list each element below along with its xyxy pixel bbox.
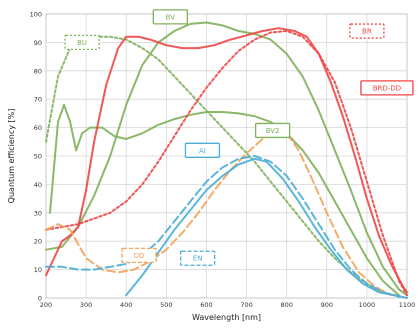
series-line-brd-dd bbox=[45, 27, 408, 294]
series-label-text: BV2 bbox=[266, 127, 280, 135]
x-tick-label: 1100 bbox=[399, 301, 416, 309]
y-tick-label: 60 bbox=[34, 124, 42, 132]
x-tick-label: 800 bbox=[280, 301, 292, 309]
series-label-text: BRD-DD bbox=[373, 84, 401, 92]
x-tick-label: 900 bbox=[321, 301, 333, 309]
y-tick-label: 90 bbox=[34, 39, 42, 47]
x-tick-label: 400 bbox=[120, 301, 132, 309]
x-tick-label: 300 bbox=[80, 301, 92, 309]
series-label-text: DD bbox=[134, 252, 145, 260]
series-label-text: BU bbox=[77, 39, 87, 47]
series-label-ai: AI bbox=[184, 142, 221, 158]
y-tick-label: 80 bbox=[34, 67, 42, 75]
x-tick-label: 1000 bbox=[359, 301, 376, 309]
series-label-text: BV bbox=[166, 13, 176, 21]
y-tick-label: 30 bbox=[34, 209, 42, 217]
series-line-ai bbox=[125, 157, 408, 299]
x-tick-label: 600 bbox=[200, 301, 212, 309]
series-label-brd-dd: BRD-DD bbox=[360, 80, 414, 96]
y-tick-label: 10 bbox=[34, 266, 42, 274]
series-line-en bbox=[45, 155, 400, 298]
y-tick-label: 100 bbox=[30, 11, 42, 19]
series-label-bv: BV bbox=[152, 9, 188, 25]
y-tick-label: 0 bbox=[38, 295, 42, 303]
series-label-text: AI bbox=[199, 147, 206, 155]
series-label-en: EN bbox=[179, 250, 216, 266]
series-label-br: BR bbox=[349, 23, 385, 39]
series-line-bv bbox=[45, 21, 408, 297]
x-tick-label: 700 bbox=[240, 301, 252, 309]
y-axis-label: Quantum efficiency [%] bbox=[7, 109, 16, 204]
chart-series-labels: BV BU BV2 BR BRD-DD DD AI EN bbox=[64, 9, 414, 266]
x-axis-label: Wavelength [nm] bbox=[192, 313, 261, 322]
y-tick-label: 20 bbox=[34, 238, 42, 246]
y-tick-label: 50 bbox=[34, 153, 42, 161]
x-tick-label: 200 bbox=[40, 301, 52, 309]
x-tick-label: 500 bbox=[160, 301, 172, 309]
chart-grid bbox=[45, 13, 408, 299]
series-label-dd: DD bbox=[121, 247, 157, 264]
series-line-bv2 bbox=[49, 103, 400, 297]
series-label-bu: BU bbox=[64, 34, 100, 51]
series-label-text: BR bbox=[362, 28, 372, 36]
chart-axes: 200 300 400 500 600 700 800 900 1000 1100 0 10 20 30 4… bbox=[30, 11, 416, 310]
series-label-text: EN bbox=[193, 255, 203, 263]
y-tick-label: 70 bbox=[34, 96, 42, 104]
series-line-br bbox=[45, 30, 408, 297]
series-label-bv2: BV2 bbox=[254, 122, 291, 139]
y-tick-label: 40 bbox=[34, 181, 42, 189]
